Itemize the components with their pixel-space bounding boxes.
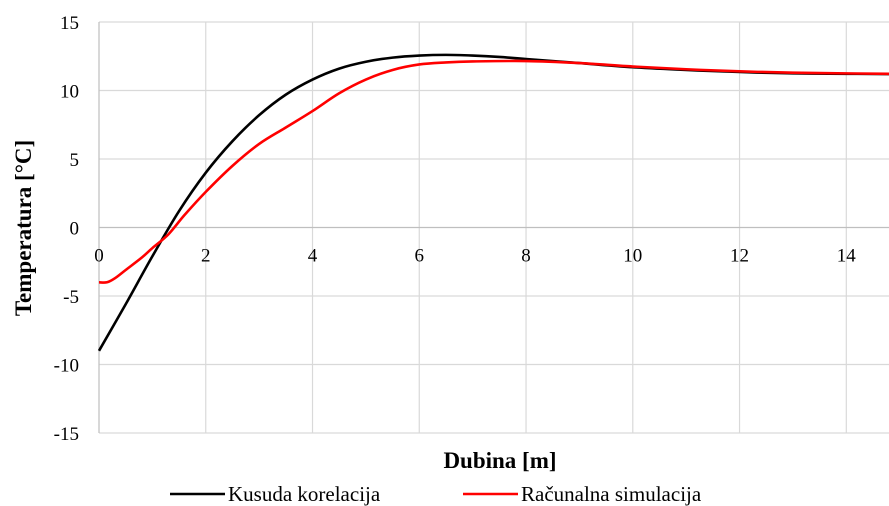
series-line-kusuda [97, 53, 889, 352]
x-axis-title: Dubina [m] [443, 448, 556, 473]
series-lines [97, 53, 889, 352]
x-tick-label: 2 [201, 246, 211, 267]
y-tick-label: 0 [70, 219, 80, 240]
tick-labels: -15 -10 -5 0 5 10 15 0 2 4 6 8 10 12 14 [54, 13, 857, 445]
y-axis-title: Temperatura [°C] [11, 140, 36, 316]
x-tick-label: 8 [521, 246, 531, 267]
y-tick-label: 10 [60, 82, 79, 103]
y-tick-label: 15 [60, 13, 79, 34]
x-tick-label: 10 [623, 246, 642, 267]
legend-label-kusuda: Kusuda korelacija [228, 482, 381, 506]
legend: Kusuda korelacija Računalna simulacija [170, 482, 702, 506]
y-tick-label: -15 [54, 424, 79, 445]
axes [98, 22, 889, 433]
series-line-simulacija [98, 59, 889, 284]
x-tick-label: 4 [308, 246, 318, 267]
y-tick-label: -5 [63, 287, 79, 308]
x-tick-label: 0 [94, 246, 104, 267]
x-tick-label: 12 [730, 246, 749, 267]
x-tick-label: 14 [837, 246, 857, 267]
y-tick-label: -10 [54, 356, 79, 377]
legend-label-simulacija: Računalna simulacija [521, 482, 702, 506]
x-tick-label: 6 [415, 246, 425, 267]
y-tick-label: 5 [70, 150, 80, 171]
